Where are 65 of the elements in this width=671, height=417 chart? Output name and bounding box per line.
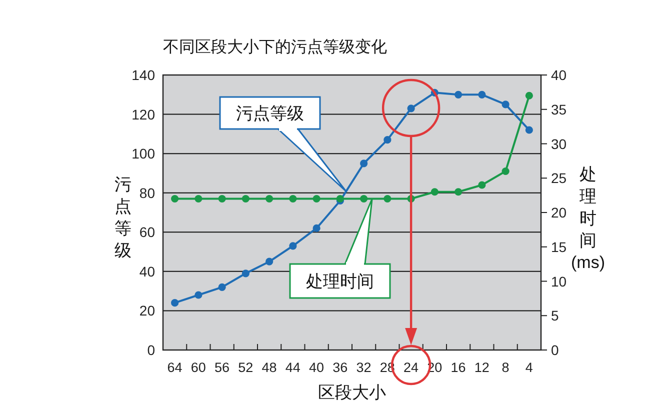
x-tick-label: 36 (332, 360, 348, 375)
y-tick-label: 80 (139, 184, 156, 201)
point (266, 194, 274, 203)
point (525, 92, 533, 100)
x-tick-label: 64 (167, 360, 183, 375)
point (478, 90, 486, 98)
point (194, 194, 202, 203)
x-tick-label: 8 (502, 360, 510, 375)
y-tick-label: 100 (132, 146, 156, 162)
point (502, 100, 510, 108)
point (454, 188, 462, 196)
y-tick-label: 60 (139, 224, 156, 240)
point (218, 194, 226, 203)
annotation: 处理时间 (306, 272, 374, 291)
x-tick-label: 24 (404, 360, 420, 375)
x-axis-title: 区段大小 (318, 383, 386, 402)
point (478, 181, 486, 189)
y2-tick-label: 5 (551, 308, 559, 324)
point (360, 194, 368, 203)
point (312, 224, 320, 232)
x-tick-label: 48 (262, 360, 277, 375)
point (242, 270, 250, 278)
x-tick-label: 60 (190, 360, 206, 375)
point (360, 160, 368, 168)
x-tick-label: 44 (285, 360, 301, 375)
point (430, 188, 438, 196)
x-tick-label: 32 (356, 360, 372, 375)
y-axis-title: 污点等级 (236, 104, 304, 123)
y2-tick-label: 0 (551, 342, 559, 358)
point (289, 194, 297, 203)
point (242, 194, 250, 203)
y2-tick-label: 30 (551, 136, 567, 152)
point (454, 90, 462, 98)
point (525, 126, 533, 134)
point (171, 194, 179, 203)
y2-tick-label: 15 (551, 238, 567, 255)
y-tick-label: 140 (132, 67, 156, 83)
y2-tick-label: 20 (551, 204, 567, 220)
y-tick-label: 20 (139, 302, 156, 319)
point (171, 299, 179, 307)
chart-title: 不同区段大小下的污点等级变化 (163, 38, 387, 56)
point (266, 258, 274, 266)
y2-tick-label: 35 (551, 101, 567, 118)
point (407, 104, 415, 112)
y2-tick-label: 40 (551, 67, 567, 83)
point (312, 194, 320, 203)
point (384, 136, 392, 144)
y2-axis-title: 处理时间 (ms) (571, 165, 605, 272)
text: 污点等级 (114, 175, 132, 260)
y-tick-label: 120 (132, 106, 156, 122)
x-tick-label: 4 (525, 360, 534, 375)
point (502, 167, 510, 176)
x-tick-label: 56 (214, 360, 230, 375)
y2-tick-label: 25 (551, 170, 567, 186)
point (384, 194, 392, 203)
y-tick-label: 0 (147, 342, 156, 358)
point (218, 283, 226, 291)
x-tick-label: 12 (474, 360, 490, 375)
x-tick-label: 16 (450, 360, 466, 375)
point (194, 291, 202, 299)
x-tick-label: 52 (238, 360, 254, 375)
point (289, 242, 297, 250)
y2-tick-label: 10 (551, 273, 567, 290)
y-tick-label: 40 (139, 263, 156, 280)
x-tick-label: 40 (309, 360, 324, 375)
